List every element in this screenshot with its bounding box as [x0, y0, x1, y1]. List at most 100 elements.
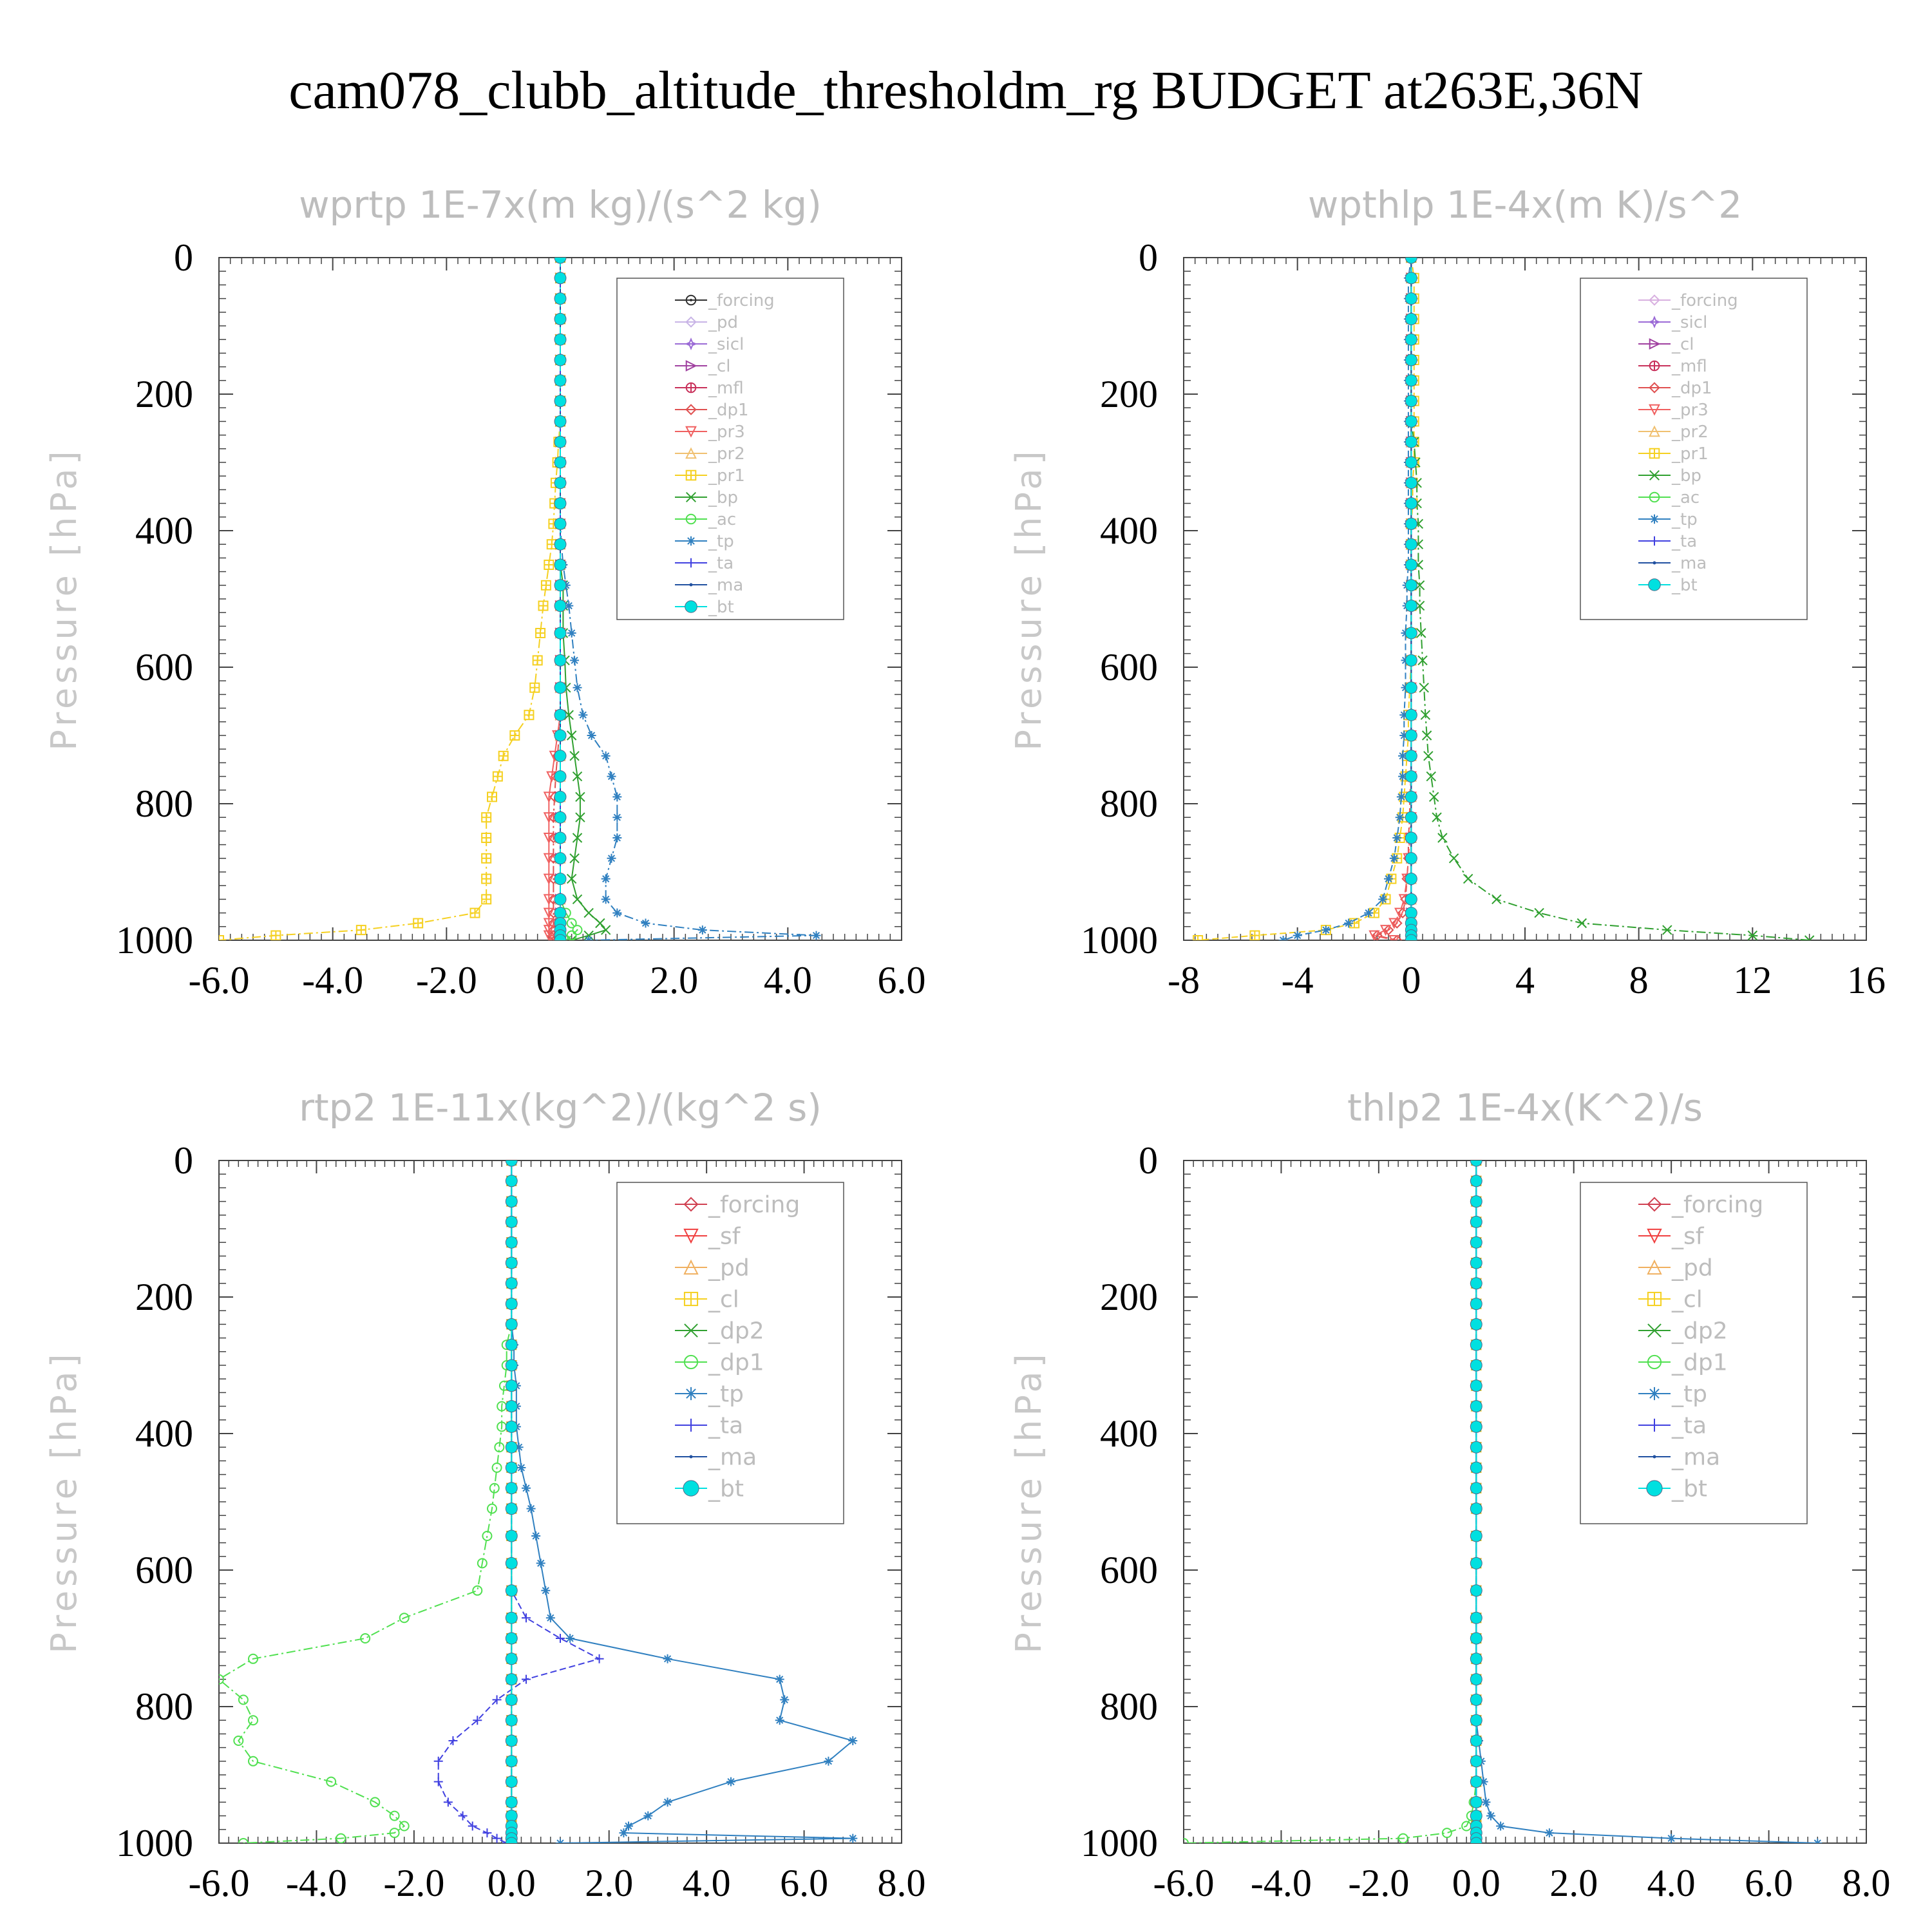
marker — [482, 874, 491, 884]
marker — [554, 395, 567, 408]
marker — [1647, 1354, 1662, 1370]
marker — [683, 1197, 699, 1212]
marker — [612, 792, 622, 802]
legend-item-pr2: _pr2 — [1638, 422, 1709, 442]
legend-item-ac: _ac — [675, 510, 736, 529]
legend-item-ma: _ma — [1638, 1444, 1720, 1471]
marker — [538, 601, 548, 611]
marker — [686, 383, 696, 393]
legend: _forcing _pd _sicl _cl _mfl _dp1 _pr3_pr2_pr1 _… — [616, 278, 844, 620]
x-tick-label: -2.0 — [416, 959, 477, 1001]
marker — [482, 895, 491, 904]
marker — [612, 833, 622, 842]
marker — [554, 654, 567, 667]
marker — [1649, 338, 1661, 350]
marker — [1544, 1828, 1554, 1838]
marker — [1470, 1693, 1482, 1706]
legend-item-sicl: _sicl — [675, 335, 744, 354]
marker — [1470, 1175, 1482, 1188]
marker — [685, 426, 697, 438]
marker — [248, 1756, 258, 1766]
legend-item-tp: _tp — [675, 1381, 744, 1408]
marker — [1405, 435, 1417, 448]
y-tick-label: 600 — [1100, 1549, 1158, 1591]
marker — [468, 1821, 477, 1831]
marker — [554, 708, 567, 721]
marker — [1379, 925, 1392, 936]
y-tick-label: 400 — [135, 509, 193, 552]
legend-label: _tp — [1671, 1381, 1707, 1408]
marker — [775, 1674, 784, 1684]
y-tick-label: 0 — [1139, 236, 1158, 279]
marker — [543, 873, 554, 885]
marker — [1405, 292, 1417, 305]
marker — [1747, 930, 1758, 940]
x-tick-label: 0.0 — [488, 1862, 536, 1904]
x-tick-label: 6.0 — [780, 1862, 828, 1904]
marker — [1648, 578, 1661, 591]
marker — [1470, 1195, 1482, 1208]
marker — [505, 1400, 518, 1413]
marker — [1470, 1584, 1482, 1597]
marker — [1405, 852, 1417, 865]
marker — [488, 792, 497, 802]
series-dp1 — [219, 1160, 517, 1843]
marker — [663, 1654, 672, 1663]
marker — [1470, 1461, 1482, 1474]
marker — [482, 853, 491, 863]
y-tick-label: 200 — [1100, 1276, 1158, 1318]
marker — [1470, 1837, 1482, 1843]
x-tick-label: 8.0 — [878, 1862, 926, 1904]
marker — [554, 600, 567, 612]
marker — [554, 852, 567, 865]
marker — [524, 710, 534, 720]
marker — [554, 292, 567, 305]
marker — [554, 770, 567, 783]
marker — [1470, 1318, 1482, 1331]
marker — [399, 1613, 410, 1624]
marker — [554, 579, 567, 592]
marker — [583, 907, 594, 918]
marker — [1405, 907, 1417, 920]
marker — [544, 560, 554, 569]
marker — [689, 1455, 693, 1459]
marker — [1405, 770, 1417, 783]
marker — [1470, 1776, 1482, 1788]
legend-label: _bt — [708, 1476, 744, 1502]
legend-item-ta: _ta — [1638, 1413, 1707, 1439]
marker — [572, 894, 583, 905]
marker — [1405, 354, 1417, 366]
x-tick-label: 2.0 — [585, 1862, 633, 1904]
series-line — [560, 258, 607, 940]
marker — [556, 1839, 565, 1843]
plot-area — [219, 258, 821, 940]
x-tick-label: -2.0 — [383, 1862, 444, 1904]
marker — [1649, 491, 1660, 503]
marker — [572, 833, 583, 843]
marker — [1496, 1821, 1506, 1831]
marker — [1405, 333, 1417, 346]
marker — [1395, 813, 1405, 822]
marker — [1649, 514, 1660, 524]
legend-item-pd: _pd — [675, 1255, 750, 1282]
marker — [389, 1810, 400, 1821]
marker — [526, 1504, 536, 1513]
marker — [1470, 1298, 1482, 1311]
marker — [697, 925, 707, 935]
plot-area — [219, 1160, 858, 1843]
marker — [505, 1318, 518, 1331]
x-tick-label: 4 — [1515, 959, 1535, 1001]
marker — [533, 656, 542, 665]
marker — [612, 813, 622, 822]
marker — [1384, 874, 1393, 884]
y-axis-label: Pressure [hPa] — [44, 447, 84, 750]
marker — [399, 1821, 410, 1832]
marker — [1405, 790, 1417, 803]
panel-title: wpthlp 1E-4x(m K)/s^2 — [1308, 183, 1742, 227]
marker — [1428, 791, 1439, 802]
marker — [1646, 1480, 1663, 1497]
legend-item-bp: _bp — [675, 488, 738, 507]
marker — [685, 600, 697, 613]
marker — [1391, 934, 1403, 940]
legend-label: _tp — [1671, 510, 1698, 529]
